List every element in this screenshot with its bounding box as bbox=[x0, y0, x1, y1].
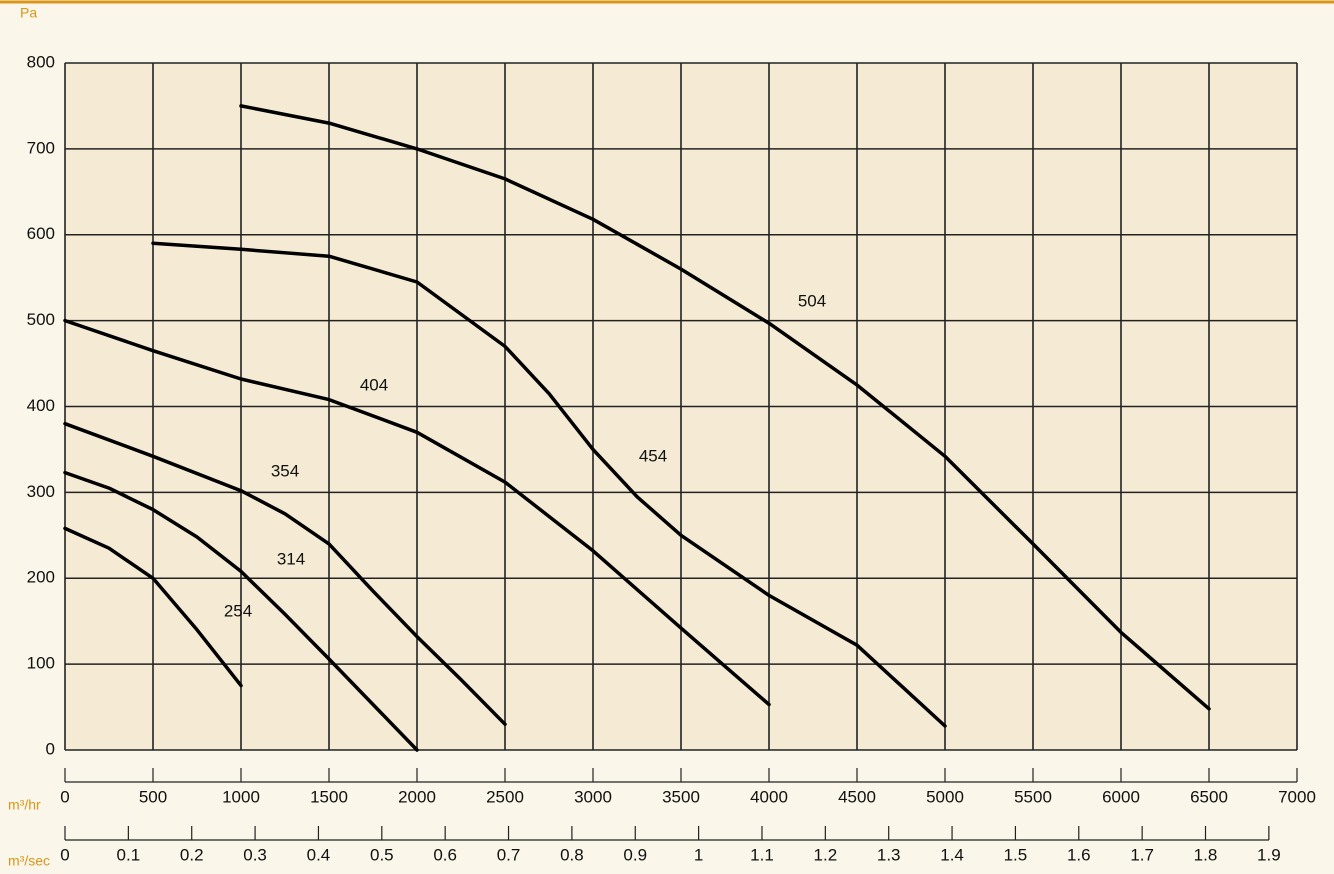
x2-tick-label: 1.1 bbox=[750, 845, 774, 864]
curve-label: 404 bbox=[360, 375, 388, 394]
x-tick-label: 0 bbox=[60, 787, 69, 806]
x2-tick-label: 1.9 bbox=[1257, 845, 1281, 864]
x-tick-label: 1000 bbox=[222, 787, 260, 806]
y-tick-label: 600 bbox=[27, 224, 55, 243]
y-tick-label: 100 bbox=[27, 654, 55, 673]
x2-tick-label: 0.7 bbox=[497, 845, 521, 864]
x-tick-label: 5000 bbox=[926, 787, 964, 806]
curve-label: 454 bbox=[639, 446, 667, 465]
curve-label: 504 bbox=[798, 291, 826, 310]
x2-tick-label: 0.1 bbox=[117, 845, 141, 864]
x2-tick-label: 1 bbox=[694, 845, 703, 864]
x2-tick-label: 0.8 bbox=[560, 845, 584, 864]
curve bbox=[63, 470, 419, 752]
x2-tick-label: 1.3 bbox=[877, 845, 901, 864]
curve bbox=[63, 421, 507, 726]
x2-tick-label: 0.4 bbox=[307, 845, 331, 864]
x-tick-label: 7000 bbox=[1278, 787, 1316, 806]
x2-tick-label: 0.5 bbox=[370, 845, 394, 864]
x-tick-label: 3000 bbox=[574, 787, 612, 806]
x-tick-label: 1500 bbox=[310, 787, 348, 806]
x-tick-label: 6500 bbox=[1190, 787, 1228, 806]
curve bbox=[63, 318, 771, 707]
x2-tick-label: 1.7 bbox=[1130, 845, 1154, 864]
x2-tick-label: 0.3 bbox=[243, 845, 267, 864]
x-tick-label: 5500 bbox=[1014, 787, 1052, 806]
curve bbox=[239, 104, 1211, 711]
y-tick-label: 0 bbox=[46, 739, 55, 758]
curve-label: 254 bbox=[224, 601, 252, 620]
x-tick-label: 6000 bbox=[1102, 787, 1140, 806]
x2-tick-label: 0.2 bbox=[180, 845, 204, 864]
y-axis-label: Pa bbox=[20, 5, 37, 21]
x-tick-label: 500 bbox=[139, 787, 167, 806]
x2-tick-label: 1.5 bbox=[1004, 845, 1028, 864]
x2-tick-label: 1.6 bbox=[1067, 845, 1091, 864]
x-tick-label: 3500 bbox=[662, 787, 700, 806]
curve bbox=[63, 526, 243, 688]
curve-label: 314 bbox=[277, 549, 305, 568]
x2-axis-label: m³/sec bbox=[8, 853, 50, 869]
x2-tick-label: 1.2 bbox=[814, 845, 838, 864]
x-tick-label: 2500 bbox=[486, 787, 524, 806]
x-tick-label: 4000 bbox=[750, 787, 788, 806]
x-axis-label: m³/hr bbox=[8, 797, 41, 813]
y-tick-label: 200 bbox=[27, 568, 55, 587]
x-tick-label: 4500 bbox=[838, 787, 876, 806]
x2-tick-label: 0.9 bbox=[623, 845, 647, 864]
x2-tick-label: 1.4 bbox=[940, 845, 964, 864]
y-tick-label: 800 bbox=[27, 52, 55, 71]
curve bbox=[151, 241, 947, 728]
y-tick-label: 500 bbox=[27, 310, 55, 329]
y-tick-label: 300 bbox=[27, 482, 55, 501]
x-tick-label: 2000 bbox=[398, 787, 436, 806]
curve-label: 354 bbox=[271, 461, 299, 480]
x2-tick-label: 0 bbox=[60, 845, 69, 864]
y-tick-label: 400 bbox=[27, 396, 55, 415]
x2-tick-label: 0.6 bbox=[433, 845, 457, 864]
x2-tick-label: 1.8 bbox=[1194, 845, 1218, 864]
y-tick-label: 700 bbox=[27, 138, 55, 157]
